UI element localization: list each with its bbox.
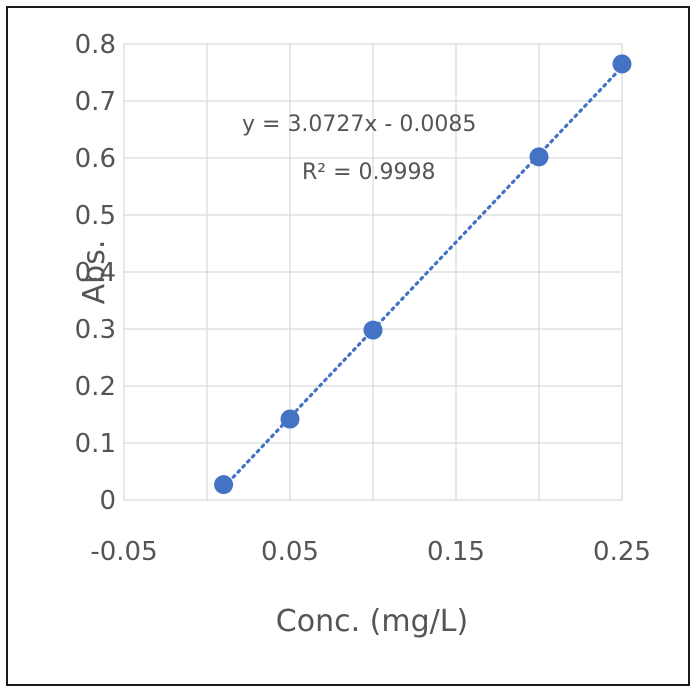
data-point — [529, 147, 549, 167]
y-tick-label: 0.6 — [75, 144, 116, 174]
x-tick-label: 0.15 — [427, 537, 485, 567]
x-tick-label: 0.05 — [261, 537, 319, 567]
y-tick-label: 0.5 — [75, 201, 116, 231]
trend-equation: y = 3.0727x - 0.0085 — [242, 112, 476, 137]
data-points — [214, 54, 632, 495]
data-point — [363, 320, 383, 340]
y-tick-label: 0.2 — [75, 372, 116, 402]
x-tick-label: -0.05 — [90, 537, 157, 567]
data-point — [280, 409, 300, 429]
y-tick-label: 0.4 — [75, 258, 116, 288]
data-point — [612, 54, 632, 74]
y-tick-label: 0 — [99, 486, 116, 516]
trend-r-squared: R² = 0.9998 — [302, 160, 436, 185]
gridlines — [123, 43, 623, 501]
data-point — [214, 475, 234, 495]
y-tick-label: 0.8 — [75, 30, 116, 60]
y-tick-label: 0.3 — [75, 315, 116, 345]
x-tick-label: 0.25 — [593, 537, 651, 567]
y-tick-labels: 0 0.1 0.2 0.3 0.4 0.5 0.6 0.7 0.8 — [75, 30, 116, 516]
y-axis-title: Abs. — [77, 240, 112, 305]
y-tick-label: 0.1 — [75, 429, 116, 459]
x-axis-title: Conc. (mg/L) — [276, 604, 468, 639]
chart-frame — [6, 6, 690, 686]
y-tick-label: 0.7 — [75, 87, 116, 117]
x-tick-labels: -0.05 0.05 0.15 0.25 — [90, 537, 651, 567]
